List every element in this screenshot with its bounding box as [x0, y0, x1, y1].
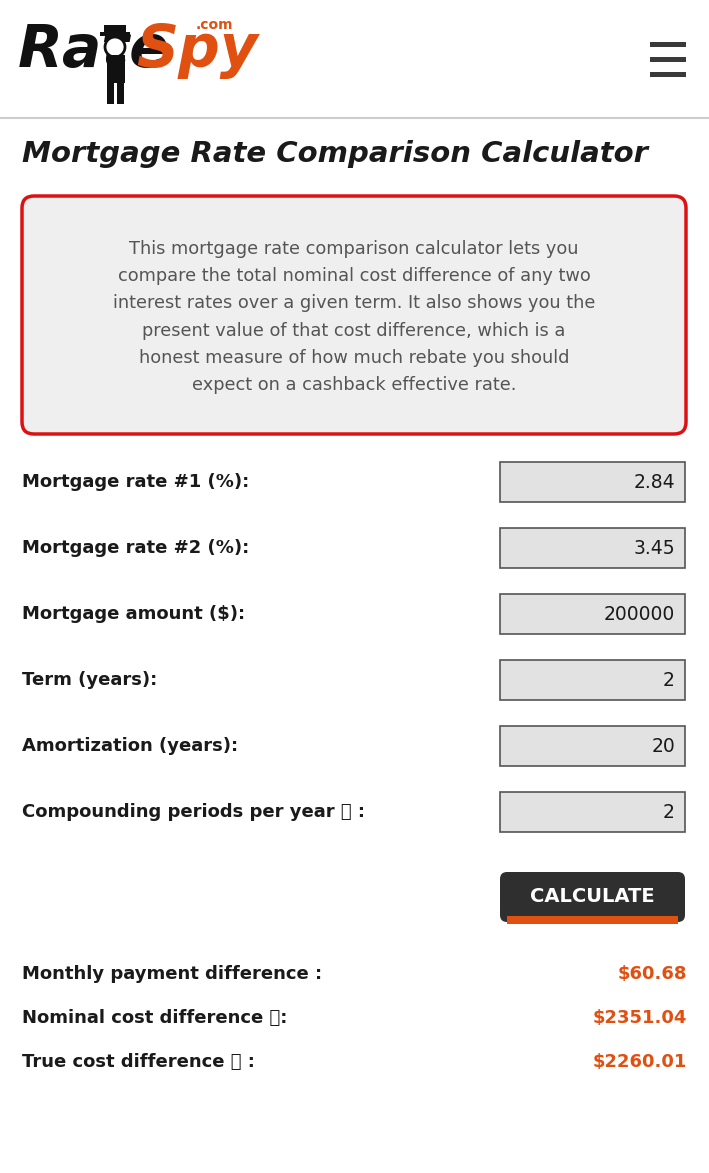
Text: $60.68: $60.68: [618, 965, 687, 983]
Text: 200000: 200000: [604, 604, 675, 624]
FancyBboxPatch shape: [104, 25, 126, 33]
Text: Nominal cost difference ⓘ:: Nominal cost difference ⓘ:: [22, 1009, 287, 1028]
FancyBboxPatch shape: [500, 872, 685, 922]
FancyBboxPatch shape: [22, 196, 686, 434]
Bar: [650, 57, 686, 62]
FancyBboxPatch shape: [500, 462, 685, 502]
Text: Mortgage amount ($):: Mortgage amount ($):: [22, 605, 245, 623]
Circle shape: [105, 38, 125, 57]
Text: CALCULATE: CALCULATE: [530, 887, 655, 906]
Text: $2351.04: $2351.04: [593, 1009, 687, 1028]
Text: 3.45: 3.45: [633, 538, 675, 557]
FancyBboxPatch shape: [500, 660, 685, 700]
FancyBboxPatch shape: [107, 82, 114, 104]
Text: This mortgage rate comparison calculator lets you
compare the total nominal cost: This mortgage rate comparison calculator…: [113, 240, 595, 394]
FancyBboxPatch shape: [500, 792, 685, 832]
Text: Rate: Rate: [18, 22, 170, 79]
Text: $2260.01: $2260.01: [593, 1053, 687, 1071]
Text: 2: 2: [663, 671, 675, 690]
Text: Mortgage Rate Comparison Calculator: Mortgage Rate Comparison Calculator: [22, 140, 648, 168]
Text: Amortization (years):: Amortization (years):: [22, 737, 238, 755]
Text: True cost difference ⓘ :: True cost difference ⓘ :: [22, 1053, 255, 1071]
Bar: [650, 42, 686, 47]
FancyBboxPatch shape: [500, 528, 685, 568]
Text: Mortgage rate #1 (%):: Mortgage rate #1 (%):: [22, 473, 250, 491]
Text: Mortgage rate #2 (%):: Mortgage rate #2 (%):: [22, 540, 250, 557]
Bar: [650, 72, 686, 77]
Bar: [507, 916, 678, 924]
FancyBboxPatch shape: [117, 82, 124, 104]
Text: Compounding periods per year ⓘ :: Compounding periods per year ⓘ :: [22, 804, 365, 821]
FancyBboxPatch shape: [500, 594, 685, 633]
Text: Term (years):: Term (years):: [22, 671, 157, 689]
FancyBboxPatch shape: [107, 55, 125, 83]
Text: 20: 20: [652, 737, 675, 755]
Text: .com: .com: [196, 18, 233, 32]
Text: Spy: Spy: [136, 22, 258, 79]
Text: Monthly payment difference :: Monthly payment difference :: [22, 965, 322, 983]
Text: 2.84: 2.84: [633, 473, 675, 491]
Text: 2: 2: [663, 802, 675, 821]
Bar: [0, 0, 709, 118]
FancyBboxPatch shape: [100, 32, 130, 36]
FancyBboxPatch shape: [500, 726, 685, 766]
